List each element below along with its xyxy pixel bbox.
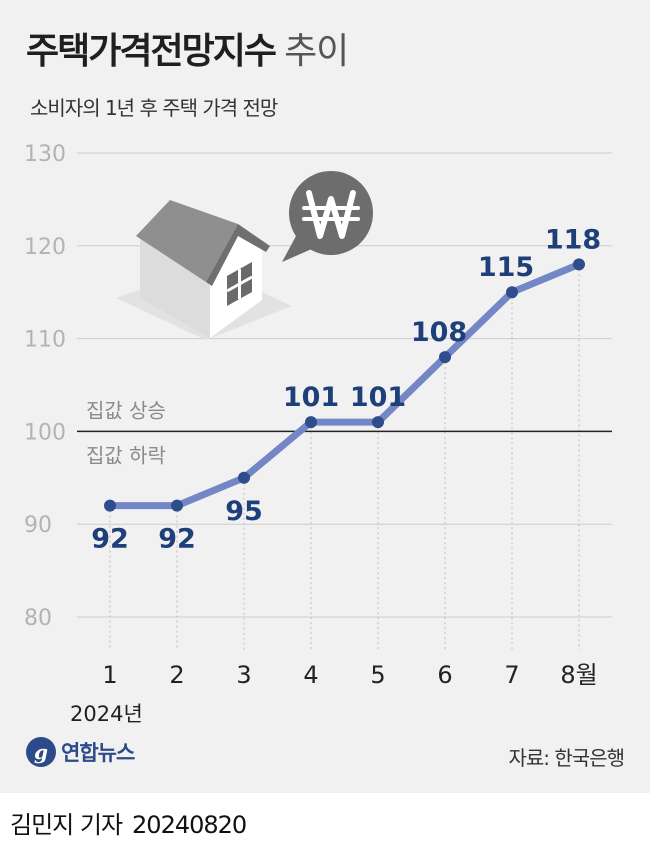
data-label: 92: [158, 524, 196, 555]
x-tick-label: 1: [102, 661, 117, 689]
x-tick-label: 4: [303, 661, 318, 689]
house-window-transom: [226, 275, 253, 293]
data-point-marker: [439, 351, 451, 364]
data-point-marker: [238, 471, 250, 484]
x-tick-label: 8월: [560, 661, 597, 689]
reference-label-down: 집값 하락: [86, 443, 166, 467]
data-point-marker: [104, 499, 116, 512]
series-layer: [104, 258, 585, 512]
publish-date: 20240820: [132, 811, 247, 839]
y-tick-label: 120: [24, 235, 66, 260]
data-point-marker: [305, 416, 317, 429]
x-tick-label: 2: [169, 661, 184, 689]
reference-label-up: 집값 상승: [86, 398, 166, 422]
infographic-panel: [0, 0, 650, 793]
chart-subtitle: 소비자의 1년 후 주택 가격 전망: [30, 96, 278, 120]
brand-name: 연합뉴스: [61, 741, 135, 765]
yonhap-logo-icon: g: [26, 737, 56, 767]
y-tick-label: 110: [24, 328, 66, 353]
byline: 김민지 기자 20240820: [10, 805, 247, 840]
data-label: 108: [411, 317, 467, 348]
label-layer: 92 92 95 101 101 108 115 118: [91, 224, 601, 554]
data-label: 101: [350, 382, 406, 413]
data-label: 118: [545, 224, 601, 255]
data-point-marker: [171, 499, 183, 512]
series-line: [106, 260, 583, 510]
x-tick-label: 5: [370, 661, 385, 689]
data-point-marker: [573, 258, 585, 271]
data-label: 115: [478, 252, 534, 283]
won-sign-icon: [302, 190, 360, 239]
house-illustration: [116, 171, 373, 340]
reporter-name: 김민지 기자: [10, 811, 123, 839]
chart-title: 주택가격전망지수: [26, 31, 277, 72]
house-roof: [136, 200, 238, 282]
x-tick-label: 6: [437, 661, 452, 689]
data-point-marker: [372, 416, 384, 429]
data-label: 92: [91, 524, 129, 555]
title-row: 주택가격전망지수 추이: [26, 22, 349, 74]
x-tick-label: 7: [504, 661, 519, 689]
y-tick-label: 100: [24, 420, 66, 445]
speech-bubble-tail: [282, 236, 314, 262]
grid-layer: 80 90 100 110 120 130 1 2 3 4 5 6 7 8월 2024년: [24, 142, 612, 726]
y-tick-label: 130: [24, 142, 66, 167]
house-roof-edge: [206, 224, 270, 286]
x-tick-label: 3: [236, 661, 251, 689]
x-axis-sublabel: 2024년: [70, 702, 143, 726]
source-note: 자료: 한국은행: [508, 746, 625, 770]
data-label: 101: [283, 382, 339, 413]
y-tick-label: 90: [24, 513, 52, 538]
brand-logo: g 연합뉴스: [26, 737, 135, 767]
chart-title-suffix: 추이: [284, 31, 349, 72]
y-tick-label: 80: [24, 606, 52, 631]
data-label: 95: [225, 496, 263, 527]
house-front-wall: [140, 238, 210, 338]
data-point-marker: [506, 286, 518, 299]
